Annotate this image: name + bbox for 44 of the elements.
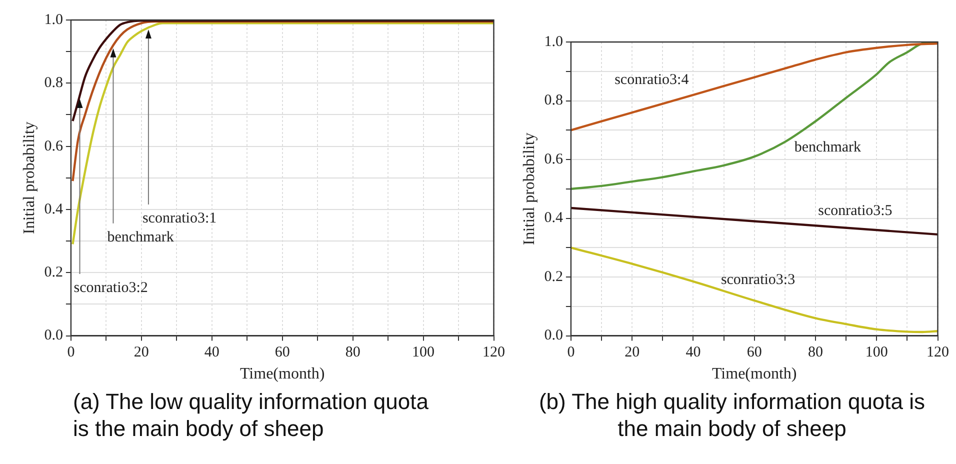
y-tick-label: 1.0 bbox=[544, 34, 563, 50]
x-tick-label: 20 bbox=[134, 344, 149, 361]
x-tick-label: 120 bbox=[926, 344, 949, 361]
line-series bbox=[72, 20, 494, 122]
y-tick-label: 0.0 bbox=[544, 328, 563, 344]
x-axis-title: Time(month) bbox=[712, 366, 797, 383]
series-label: benchmark bbox=[794, 140, 862, 156]
x-axis-title: Time(month) bbox=[240, 366, 325, 383]
series-label: sconratio3:3 bbox=[720, 272, 796, 288]
series-label: sconratio3:4 bbox=[614, 72, 690, 88]
y-tick-label: 0.6 bbox=[44, 138, 64, 154]
annotation: sconratio3:1 bbox=[142, 210, 217, 226]
y-tick-label: 0.2 bbox=[44, 264, 63, 281]
y-axis-title: Initial probability bbox=[520, 132, 538, 246]
line-series bbox=[570, 246, 938, 334]
line-series bbox=[570, 42, 938, 132]
text: (a) The low quality information quota is the main body of sheep bbox=[73, 388, 430, 442]
series-label: sconratio3:5 bbox=[818, 202, 892, 219]
annotation: sconratio3:2 bbox=[74, 280, 148, 296]
x-tick-label: 40 bbox=[204, 344, 220, 361]
x-tick-label: 100 bbox=[412, 344, 435, 361]
y-axis-title: Initial probability bbox=[20, 122, 38, 234]
annotation: benchmark bbox=[107, 229, 174, 246]
y-tick-label: 1.0 bbox=[44, 12, 63, 28]
y-tick-label: 0.4 bbox=[544, 210, 564, 226]
x-tick-label: 100 bbox=[865, 344, 888, 361]
y-tick-label: 0.2 bbox=[544, 268, 563, 285]
text: (b) The high quality information quota is the main body of sheep bbox=[538, 388, 926, 442]
x-tick-label: 0 bbox=[567, 344, 575, 361]
y-tick-label: 0.0 bbox=[44, 328, 63, 344]
y-tick-label: 0.6 bbox=[544, 151, 564, 168]
line-series bbox=[72, 22, 494, 246]
x-tick-label: 0 bbox=[67, 344, 75, 361]
x-tick-label: 80 bbox=[345, 344, 360, 361]
y-tick-label: 0.8 bbox=[544, 92, 563, 109]
x-tick-label: 120 bbox=[482, 344, 505, 361]
y-tick-label: 0.4 bbox=[44, 201, 64, 218]
x-tick-label: 80 bbox=[808, 344, 823, 361]
y-tick-label: 0.8 bbox=[44, 75, 63, 92]
x-tick-label: 60 bbox=[746, 344, 762, 361]
x-tick-label: 20 bbox=[624, 344, 640, 361]
line-series bbox=[72, 20, 494, 182]
x-tick-label: 60 bbox=[274, 344, 290, 361]
x-tick-label: 40 bbox=[686, 344, 701, 361]
